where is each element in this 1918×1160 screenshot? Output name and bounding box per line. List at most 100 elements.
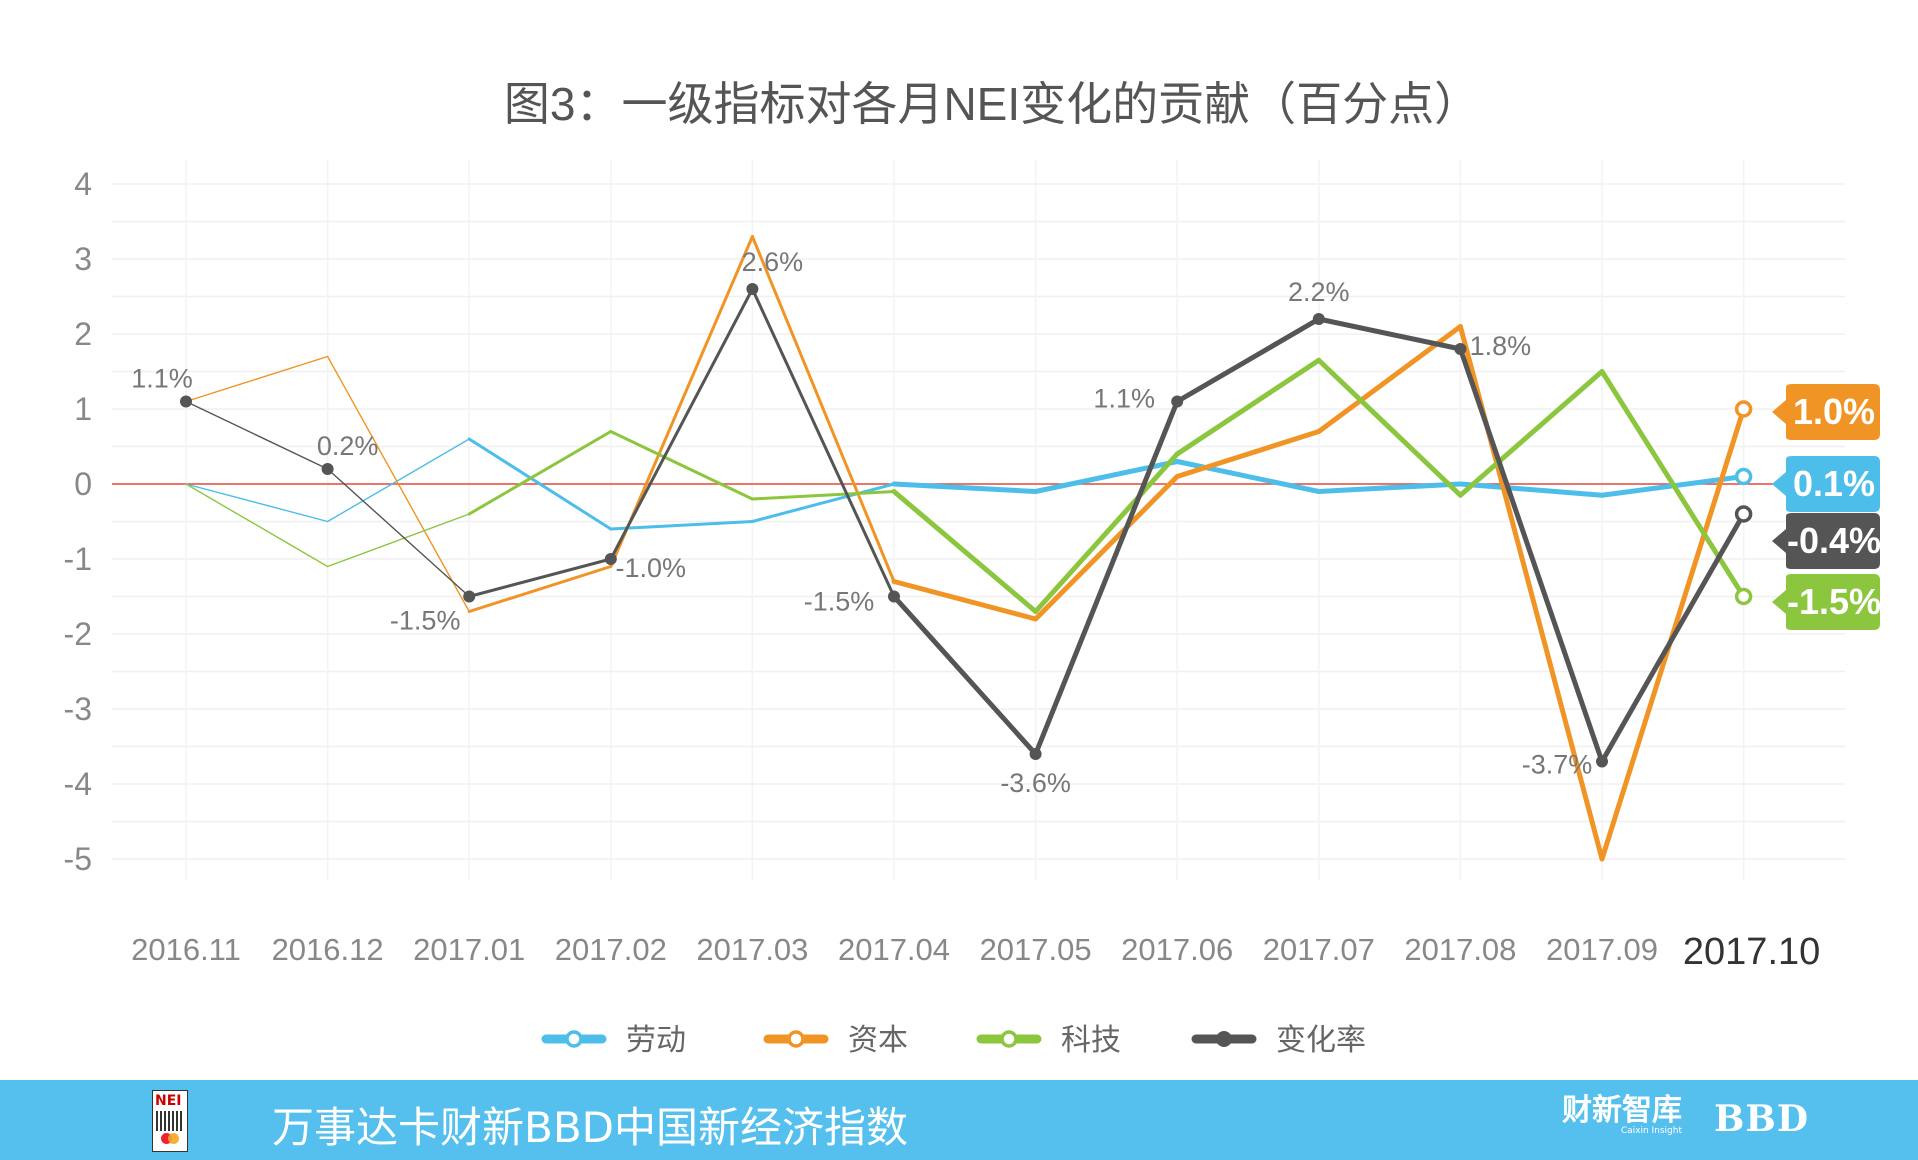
legend-label: 科技 [1061, 1024, 1121, 1057]
series-segment-变化率 [1174, 316, 1322, 404]
series-segment-科技 [185, 483, 329, 568]
series-end-marker [1734, 587, 1753, 606]
series-segment-资本 [467, 565, 613, 613]
x-tick-label: 2017.09 [1546, 932, 1658, 967]
badge-label: 0.1% [1793, 463, 1875, 504]
badge-label: -0.4% [1787, 520, 1881, 561]
series-segment-资本 [750, 235, 896, 583]
caixin-brand-text: 财新智库 [1562, 1093, 1682, 1128]
barcode-icon [156, 1111, 184, 1131]
badge-shape [1772, 456, 1880, 512]
x-tick-label: 2017.01 [413, 932, 525, 967]
rate-point [604, 553, 617, 565]
x-tick-label: 2016.11 [131, 932, 241, 967]
x-tick-label: 2016.12 [272, 932, 384, 967]
nei-logo: NEI [152, 1090, 188, 1152]
point-data-label: -1.5% [804, 587, 875, 617]
series-segment-劳动 [750, 482, 896, 523]
series-segment-变化率 [185, 400, 329, 470]
rate-point [1029, 748, 1042, 760]
rate-point [1596, 755, 1608, 768]
caixin-brand-subtext: Caixin Insight [1620, 1126, 1682, 1136]
line-chart: 图3：一级指标对各月NEI变化的贡献（百分点） 43210-1-2-3-4-5 … [64, 78, 1881, 1057]
rate-point [463, 590, 476, 603]
series-segment-劳动 [467, 437, 613, 531]
x-tick-label: 2017.05 [980, 932, 1092, 967]
series-segment-科技 [1033, 451, 1180, 614]
point-data-label: -1.5% [390, 606, 461, 636]
point-data-label: 2.6% [742, 247, 804, 277]
series-segment-劳动 [891, 481, 1039, 494]
badge-shape [1772, 574, 1880, 630]
y-tick-label: -2 [64, 616, 92, 652]
point-data-label: 1.1% [1093, 384, 1155, 414]
rate-point [180, 395, 192, 408]
badge-shape [1772, 384, 1880, 440]
bbd-logo: BBD [1714, 1098, 1810, 1140]
series-segment-劳动 [1457, 481, 1605, 498]
legend-item-科技[interactable]: 科技 [976, 1024, 1121, 1057]
series-segment-变化率 [891, 594, 1039, 757]
legend-label: 劳动 [626, 1024, 686, 1057]
legend-marker [1000, 1030, 1018, 1048]
y-tick-label: -1 [64, 541, 92, 577]
series-segment-劳动 [1316, 481, 1463, 494]
rate-point [321, 463, 334, 475]
rate-point [888, 590, 900, 603]
y-tick-label: 3 [74, 241, 92, 277]
y-tick-label: 2 [74, 316, 92, 352]
point-data-label: 1.8% [1470, 331, 1532, 361]
legend-item-劳动[interactable]: 劳动 [541, 1024, 686, 1057]
caixin-insight-logo: 财新智库 Caixin Insight [1562, 1096, 1682, 1137]
series-segment-科技 [1316, 357, 1463, 498]
badge-label: -1.5% [1787, 581, 1881, 622]
end-badge-劳动: 0.1% [1772, 456, 1880, 512]
x-tick-label: 2017.06 [1121, 932, 1233, 967]
series-segment-变化率 [1599, 511, 1747, 764]
legend-item-变化率[interactable]: 变化率 [1191, 1024, 1366, 1057]
point-data-label: 0.2% [317, 431, 379, 461]
legend-label: 变化率 [1276, 1024, 1366, 1057]
legend-marker [1216, 1031, 1232, 1047]
y-tick-label: -5 [64, 841, 92, 877]
series-segment-科技 [326, 513, 470, 568]
footer-title: 万事达卡财新BBD中国新经济指数 [272, 1103, 908, 1152]
series-segment-变化率 [1316, 316, 1463, 352]
series-segment-科技 [1457, 369, 1605, 498]
x-tick-label: 2017.02 [555, 932, 667, 967]
series-end-marker [1734, 400, 1753, 418]
series-segment-科技 [750, 490, 896, 501]
x-tick-label: 2017.04 [838, 932, 950, 967]
point-data-label: -1.0% [616, 553, 687, 583]
legend-label: 资本 [848, 1024, 908, 1057]
rate-point [1171, 395, 1184, 408]
series-end-marker [1734, 505, 1753, 523]
series-segment-科技 [891, 489, 1039, 614]
point-data-label: 1.1% [131, 364, 193, 394]
x-tick-label: 2017.03 [696, 932, 808, 967]
x-tick-label: 2017.07 [1263, 932, 1375, 967]
y-tick-label: -3 [64, 691, 92, 727]
series-segment-变化率 [1033, 399, 1180, 757]
point-data-label: -3.6% [1000, 768, 1071, 798]
series-segment-科技 [609, 430, 754, 501]
series-segment-劳动 [326, 438, 470, 523]
y-tick-label: 1 [74, 391, 92, 427]
legend-marker [565, 1030, 583, 1048]
mastercard-icon [161, 1133, 179, 1145]
series-segment-资本 [326, 355, 470, 613]
series-segment-资本 [1174, 429, 1322, 479]
end-badge-资本: 1.0% [1772, 384, 1880, 440]
series-segment-科技 [1174, 357, 1322, 457]
series-segment-变化率 [467, 557, 613, 598]
x-tick-label: 2017.10 [1683, 931, 1820, 973]
point-data-label: -3.7% [1522, 750, 1593, 780]
legend-marker [787, 1030, 805, 1048]
rate-point [1312, 313, 1325, 325]
series-segment-变化率 [750, 287, 896, 598]
y-tick-label: 0 [74, 466, 92, 502]
legend-item-资本[interactable]: 资本 [763, 1024, 908, 1057]
end-badge-变化率: -0.4% [1772, 513, 1881, 569]
point-data-label: 2.2% [1288, 277, 1350, 307]
series-end-marker [1734, 467, 1753, 486]
